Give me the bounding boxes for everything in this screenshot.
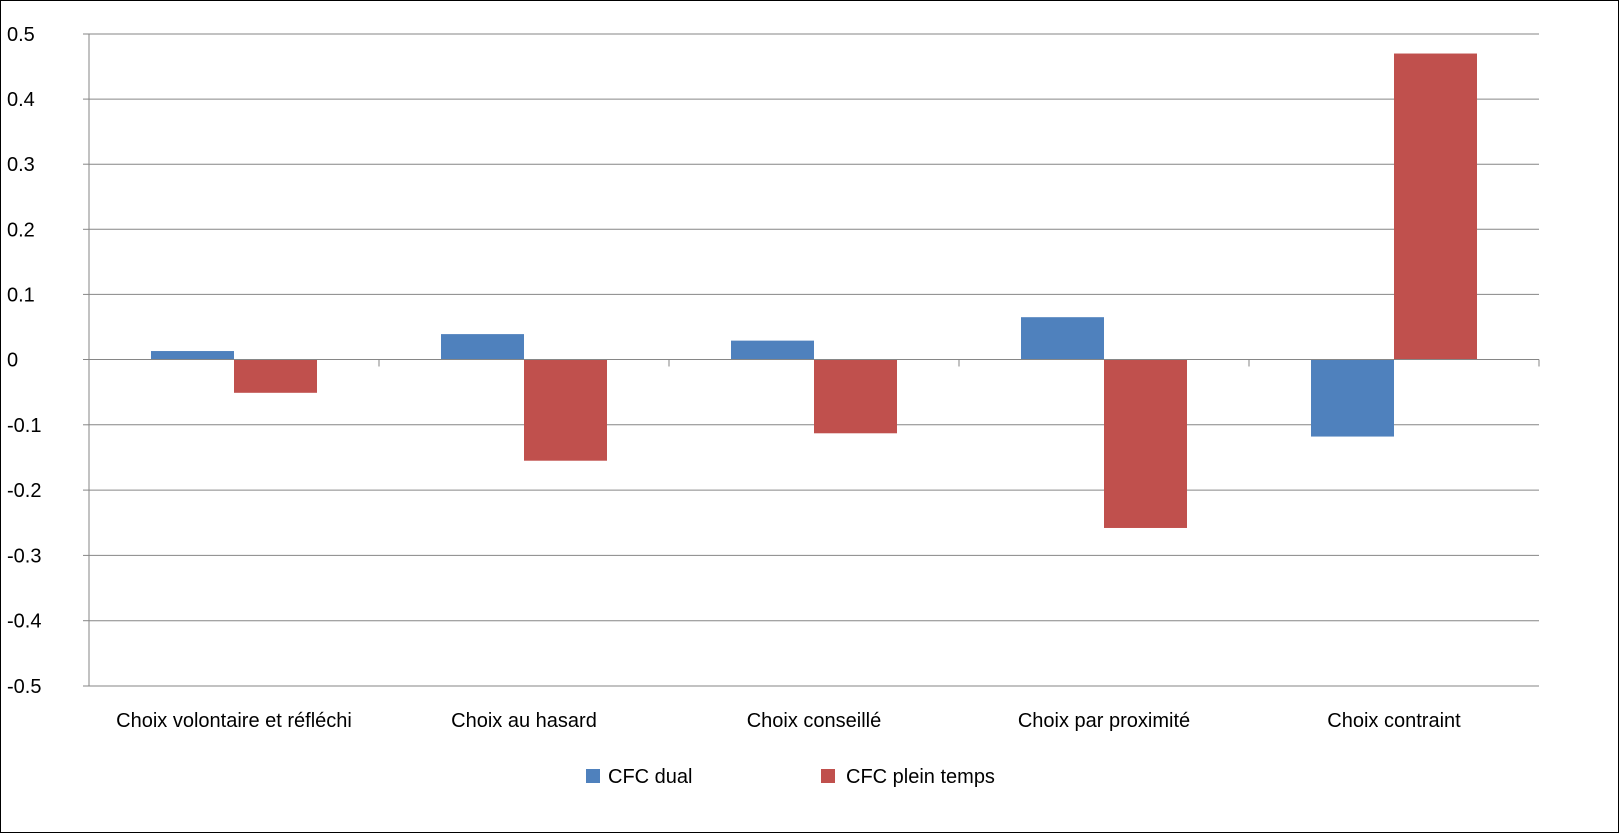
y-tick-label: -0.1	[7, 415, 41, 437]
category-label: Choix au hasard	[451, 710, 597, 732]
y-tick-label: -0.3	[7, 545, 41, 567]
category-label: Choix volontaire et réfléchi	[116, 710, 352, 732]
legend-label: CFC dual	[608, 766, 692, 788]
bar-cfc-plein-temps	[814, 359, 897, 434]
category-label: Choix contraint	[1327, 710, 1461, 732]
category-label: Choix conseillé	[747, 710, 882, 732]
legend: CFC dual CFC plein temps	[586, 766, 995, 788]
y-tick-label: 0.4	[7, 89, 35, 111]
bar-cfc-plein-temps	[524, 359, 607, 461]
y-tick-label: 0.2	[7, 219, 35, 241]
category-label: Choix par proximité	[1018, 710, 1190, 732]
bar-cfc-dual	[731, 340, 814, 360]
axes	[83, 33, 1540, 687]
bar-cfc-dual	[1021, 317, 1104, 360]
y-tick-label: 0.5	[7, 24, 35, 46]
bar-cfc-dual	[151, 351, 234, 360]
y-tick-label: 0.1	[7, 284, 35, 306]
legend-swatch	[586, 769, 600, 783]
legend-swatch	[821, 769, 835, 783]
bar-cfc-plein-temps	[234, 359, 317, 393]
y-tick-label: -0.2	[7, 480, 41, 502]
y-tick-label: -0.4	[7, 611, 41, 633]
bar-cfc-plein-temps	[1104, 359, 1187, 528]
bar-cfc-dual	[441, 334, 524, 360]
y-tick-label: 0	[7, 350, 18, 372]
bar-cfc-plein-temps	[1394, 53, 1477, 360]
legend-label: CFC plein temps	[846, 766, 995, 788]
y-tick-labels: 0.5 0.4 0.3 0.2 0.1 0 -0.1 -0.2 -0.3 -0.4 -0.5	[7, 24, 41, 698]
bars	[151, 53, 1477, 528]
category-labels: Choix volontaire et réfléchi Choix au has…	[116, 710, 1461, 732]
y-tick-label: 0.3	[7, 154, 35, 176]
bar-cfc-dual	[1311, 359, 1394, 437]
y-tick-label: -0.5	[7, 676, 41, 698]
